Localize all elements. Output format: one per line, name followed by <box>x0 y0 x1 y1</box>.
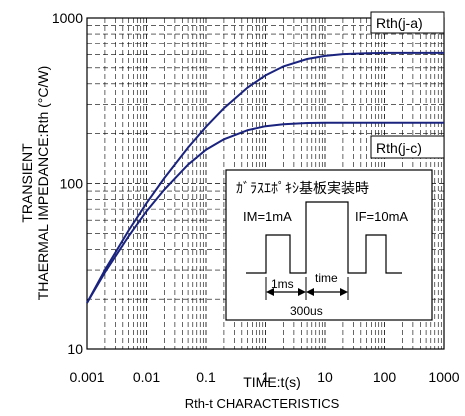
y-axis-label-line2: THAERMAL IMPEDANCE:Rth (°C/W) <box>35 66 51 301</box>
x-tick-label: 100 <box>373 369 397 385</box>
inset-title: ｶﾞﾗｽｴﾎﾟｷｼ基板実装時 <box>236 180 369 196</box>
series-line-rth-jc <box>86 121 444 304</box>
inset-box <box>225 169 433 321</box>
arrow-head-1ms-right <box>298 288 306 296</box>
inset-im-label: IM=1mA <box>243 209 292 224</box>
x-tick-label: 1000 <box>428 369 459 385</box>
arrow-head-1ms-left <box>266 288 274 296</box>
chart-caption: Rth-t CHARACTERISTICS <box>185 396 340 411</box>
y-tick-label: 10 <box>67 341 83 357</box>
x-tick-label: 0.1 <box>196 369 216 385</box>
arrow-head-time-right <box>340 288 348 296</box>
series-layer <box>86 51 444 304</box>
x-axis-label: TIME:t(s) <box>243 374 301 390</box>
x-tick-labels: 0.001 0.01 0.1 1 10 100 1000 <box>69 369 459 385</box>
legend-rth-jc-label: Rth(j-c) <box>376 140 422 156</box>
x-tick-label: 0.01 <box>133 369 160 385</box>
inset-time-label: time <box>315 271 338 285</box>
y-tick-labels: 10 100 1000 <box>52 10 83 357</box>
legend-rth-ja: Rth(j-a) <box>370 11 445 34</box>
inset-300us-label: 300us <box>290 304 323 318</box>
x-tick-label: 0.001 <box>69 369 104 385</box>
y-tick-label: 100 <box>60 176 84 192</box>
arrow-head-time-left <box>306 288 314 296</box>
x-tick-label: 10 <box>317 369 333 385</box>
inset-if-label: IF=10mA <box>355 209 408 224</box>
legend-rth-ja-label: Rth(j-a) <box>376 15 423 31</box>
y-axis-label-line1: TRANSIENT <box>19 143 35 223</box>
legend-rth-jc: Rth(j-c) <box>370 135 445 159</box>
test-condition-inset: ｶﾞﾗｽｴﾎﾟｷｼ基板実装時 IM=1mA IF=10mA 1ms time 3… <box>225 169 433 321</box>
pulse-waveform <box>246 201 402 274</box>
y-tick-label: 1000 <box>52 10 83 26</box>
x-tick-label: 1 <box>262 369 270 385</box>
series-line-rth-ja <box>86 51 444 304</box>
plot-frame <box>86 17 445 350</box>
inset-1ms-label: 1ms <box>271 277 294 291</box>
